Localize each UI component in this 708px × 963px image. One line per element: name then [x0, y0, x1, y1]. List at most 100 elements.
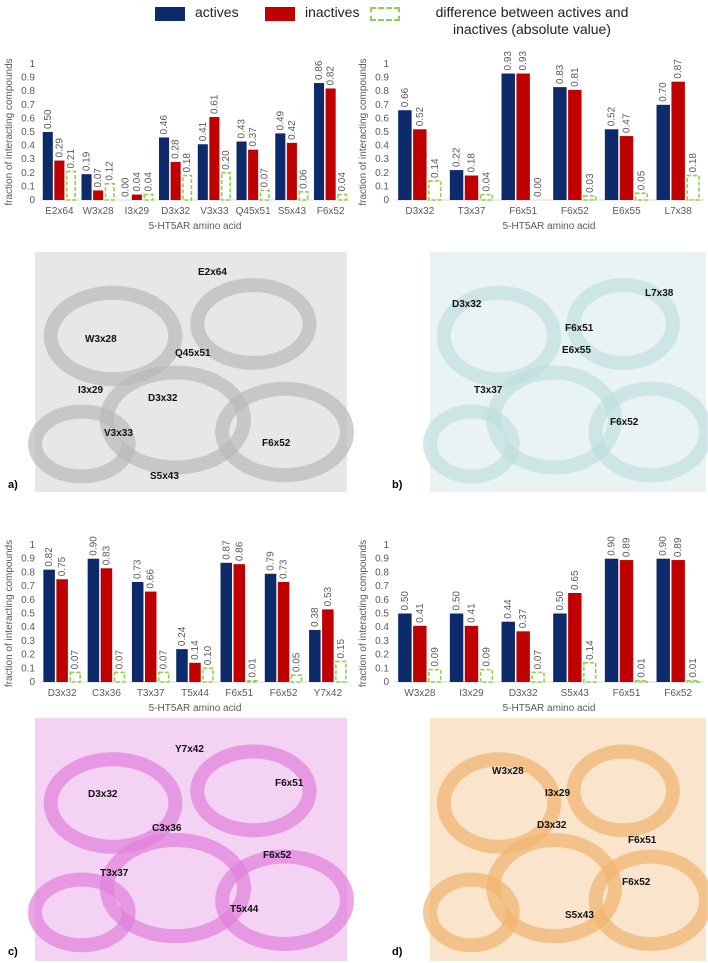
helix: [436, 752, 562, 854]
residue-label: I3x29: [545, 788, 570, 799]
residue-label: T3x37: [474, 385, 503, 396]
structure-image: [28, 718, 355, 961]
value-label: 0.06: [298, 169, 309, 189]
legend-label: actives: [195, 4, 239, 20]
y-tick-label: 0.5: [21, 127, 35, 138]
bar: [236, 141, 247, 200]
bar: [176, 649, 188, 682]
y-axis-title: fraction of interacting compounds: [358, 58, 369, 205]
y-tick-label: 0.3: [375, 636, 389, 647]
value-label: 0.53: [323, 586, 334, 606]
bar: [259, 189, 270, 201]
value-label: 0.04: [132, 172, 143, 192]
y-tick-label: 0.4: [21, 622, 35, 633]
value-label: 0.81: [570, 67, 581, 87]
bar: [69, 671, 81, 683]
bar: [464, 625, 479, 682]
bar: [516, 631, 530, 682]
residue-label: S5x43: [150, 471, 179, 482]
value-label: 0.01: [247, 658, 258, 678]
y-tick-label: 0.4: [21, 141, 35, 152]
value-label: 0.44: [503, 599, 514, 619]
bar: [671, 81, 685, 200]
bar: [104, 182, 115, 201]
value-label: 0.82: [44, 547, 55, 567]
value-label: 0.89: [622, 537, 633, 557]
x-tick-label: D3x32: [509, 688, 538, 699]
value-label: 0.20: [221, 150, 232, 170]
value-label: 0.07: [533, 650, 544, 670]
bar: [325, 88, 336, 200]
value-label: 0.42: [287, 120, 298, 140]
value-label: 0.41: [467, 603, 478, 623]
y-tick-label: 1: [29, 540, 35, 551]
residue-label: L7x38: [645, 288, 674, 299]
y-axis-title: fraction of interacting compounds: [358, 540, 369, 687]
residue-label: F6x51: [628, 835, 657, 846]
x-axis-title: 5-HT5AR amino acid: [149, 221, 242, 232]
value-label: 0.37: [518, 608, 529, 628]
bar: [604, 129, 619, 200]
residue-label: F6x51: [565, 323, 594, 334]
bar: [220, 172, 231, 201]
residue-label: I3x29: [78, 385, 103, 396]
value-label: 0.41: [415, 603, 426, 623]
residue-label: C3x36: [152, 823, 182, 834]
value-label: 0.15: [336, 639, 347, 659]
value-label: 0.50: [555, 591, 566, 611]
bar: [56, 579, 68, 682]
x-tick-label: E6x55: [612, 206, 641, 217]
x-tick-label: W3x28: [404, 688, 436, 699]
helix: [43, 285, 183, 387]
value-label: 0.10: [203, 645, 214, 665]
x-tick-label: D3x32: [48, 688, 77, 699]
value-label: 0.46: [159, 115, 170, 135]
value-label: 0.50: [400, 591, 411, 611]
bar: [553, 613, 567, 682]
bar: [413, 625, 427, 682]
x-tick-label: F6x52: [270, 688, 298, 699]
value-label: 0.12: [105, 161, 116, 181]
value-label: 0.07: [159, 650, 170, 670]
x-tick-label: S5x43: [561, 688, 590, 699]
residue-label: S5x43: [565, 910, 594, 921]
bar: [65, 170, 76, 201]
residue-label: F6x52: [262, 438, 291, 449]
y-tick-label: 0.2: [21, 168, 35, 179]
residue-label: Q45x51: [175, 348, 211, 359]
bar: [479, 668, 494, 683]
x-tick-label: E2x64: [45, 206, 74, 217]
x-tick-label: C3x36: [92, 688, 121, 699]
value-label: 0.14: [585, 640, 596, 660]
value-label: 0.93: [503, 51, 514, 71]
bar: [553, 87, 567, 200]
value-label: 0.14: [190, 640, 201, 660]
x-tick-label: I3x29: [125, 206, 150, 217]
y-tick-label: 0.2: [375, 168, 389, 179]
value-label: 0.38: [310, 607, 321, 627]
value-label: 0.79: [266, 551, 277, 571]
y-tick-label: 0: [29, 195, 35, 206]
value-label: 0.73: [133, 559, 144, 579]
residue-label: W3x28: [85, 334, 117, 345]
value-label: 0.14: [430, 158, 441, 178]
y-tick-label: 0.1: [375, 663, 389, 674]
x-axis-title: 5-HT5AR amino acid: [503, 703, 596, 714]
value-label: 0.01: [688, 658, 699, 678]
bar: [671, 560, 685, 682]
value-label: 0.93: [518, 51, 529, 71]
bar: [398, 110, 412, 200]
bar: [531, 671, 545, 683]
y-tick-label: 0.1: [21, 181, 35, 192]
bar: [182, 174, 193, 201]
legend-label: difference between actives and inactives…: [435, 4, 629, 37]
value-label: 0.43: [237, 119, 248, 139]
y-tick-label: 0.6: [375, 595, 389, 606]
y-tick-label: 0.6: [21, 595, 35, 606]
helix: [566, 278, 680, 370]
bar: [479, 193, 494, 201]
value-label: 0.09: [430, 647, 441, 667]
helix: [566, 744, 680, 838]
structure-image: [423, 252, 708, 492]
bar: [93, 190, 104, 200]
